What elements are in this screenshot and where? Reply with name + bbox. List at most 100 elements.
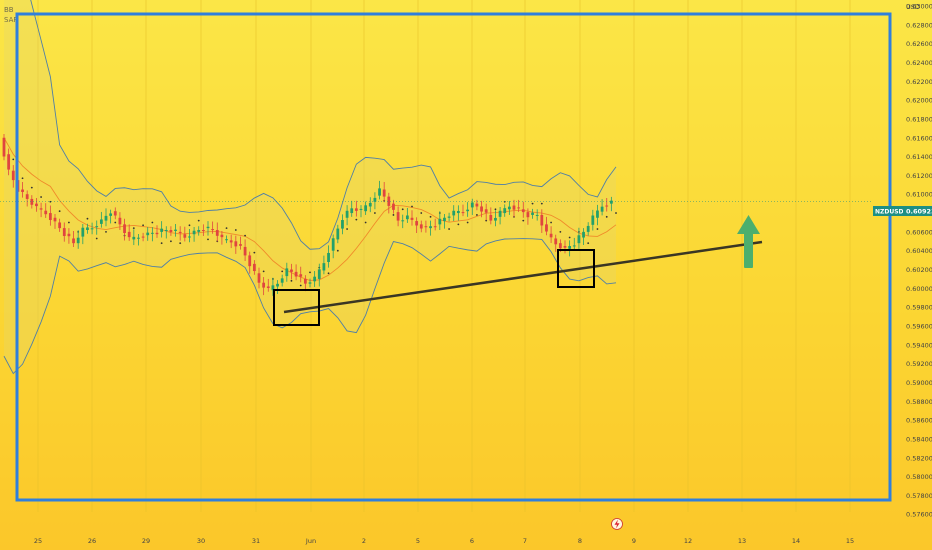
candle-body <box>104 215 108 221</box>
candle-body <box>58 222 62 229</box>
bb-upper-band <box>30 0 617 250</box>
candle-body <box>494 217 497 221</box>
y-tick-label: 0.61600 <box>906 134 932 142</box>
candle-body <box>118 217 122 225</box>
sar-dot <box>568 236 571 239</box>
bb-lower-band <box>3 238 617 375</box>
sar-dot <box>132 227 135 230</box>
y-tick-label: 0.61000 <box>906 191 932 199</box>
candle-body <box>452 210 456 216</box>
price-axis[interactable]: 0.63000 0.62800 0.62600 0.62400 0.62200 0.620… <box>906 3 932 519</box>
sar-dot <box>40 196 42 198</box>
y-tick-label: 0.61400 <box>906 153 932 161</box>
indicator-label-bb: BB <box>4 6 14 14</box>
highlight-box-2[interactable] <box>557 249 595 288</box>
candle-body <box>401 220 405 222</box>
candle-body <box>475 203 479 207</box>
candle-body <box>137 237 140 239</box>
candle-body <box>192 230 196 235</box>
highlight-box-1[interactable] <box>273 289 320 326</box>
candle-body <box>521 209 525 213</box>
x-tick-label: 2 <box>362 537 366 545</box>
candle-body <box>285 268 289 277</box>
candle-body <box>456 210 460 214</box>
candle-body <box>150 232 154 234</box>
y-tick-label: 0.62600 <box>906 40 932 48</box>
candle-body <box>512 205 516 210</box>
x-tick-label: 13 <box>738 537 746 545</box>
sar-dot <box>244 234 246 237</box>
bb-fill <box>4 0 616 374</box>
sar-dot <box>179 242 182 245</box>
candle-body <box>123 224 126 234</box>
candle-body <box>489 214 493 221</box>
currency-label: USD <box>906 3 920 11</box>
candle-body <box>540 214 544 226</box>
candle-body <box>39 208 43 210</box>
candle-body <box>517 207 521 209</box>
up-arrow-icon[interactable] <box>737 215 760 268</box>
candle-body <box>67 233 71 237</box>
sar-dot <box>86 217 89 220</box>
candle-body <box>99 219 103 224</box>
candle-body <box>308 282 312 284</box>
candle-body <box>419 224 423 229</box>
y-tick-label: 0.58600 <box>906 417 932 425</box>
candle-body <box>605 205 609 207</box>
candle-body <box>95 226 99 228</box>
candle-body <box>169 230 173 233</box>
y-tick-label: 0.57600 <box>906 511 932 519</box>
candle-body <box>609 200 613 204</box>
candle-body <box>424 226 428 228</box>
y-tick-label: 0.58400 <box>906 435 932 443</box>
candle-body <box>25 194 29 199</box>
y-tick-label: 0.58000 <box>906 473 932 481</box>
candle-body <box>201 230 205 231</box>
candle-body <box>215 230 219 236</box>
y-tick-label: 0.60200 <box>906 266 932 274</box>
frame-rectangle[interactable] <box>15 12 892 502</box>
price-badge: NZDUSD 0.60923 <box>873 206 932 216</box>
candle-body <box>21 189 24 192</box>
candle-body <box>76 237 80 244</box>
candle-body <box>62 228 66 237</box>
y-tick-label: 0.60400 <box>906 247 932 255</box>
candles <box>2 134 613 296</box>
candle-body <box>387 196 391 206</box>
sar-dot <box>207 238 209 241</box>
sar-dot <box>522 219 525 222</box>
sar-dot <box>457 223 460 226</box>
candle-body <box>113 211 117 216</box>
sar-dot <box>476 214 478 216</box>
candle-body <box>498 210 502 217</box>
candle-body <box>433 226 437 228</box>
candle-body <box>90 228 94 230</box>
time-axis[interactable]: 25 26 29 30 31 Jun 2 5 6 7 8 9 12 13 14 15 <box>34 537 854 545</box>
candle-body <box>160 228 164 232</box>
candle-body <box>415 221 419 226</box>
candle-body <box>239 244 242 246</box>
candle-body <box>461 212 465 214</box>
candle-body <box>531 212 534 215</box>
sar-dot <box>142 224 144 227</box>
sar-dot <box>281 270 284 273</box>
candle-body <box>558 243 562 249</box>
candle-body <box>234 241 238 247</box>
candle-body <box>563 246 567 248</box>
sar-dot <box>540 202 543 205</box>
sar-dot <box>95 237 98 240</box>
sar-dot <box>401 208 404 211</box>
y-tick-label: 0.57800 <box>906 492 932 500</box>
candle-body <box>549 233 553 238</box>
sar-dot <box>550 221 552 224</box>
candle-body <box>188 236 191 238</box>
candle-body <box>11 170 15 181</box>
candle-body <box>53 217 57 222</box>
sar-dot <box>364 221 367 224</box>
support-trend-line[interactable] <box>283 240 763 314</box>
candle-body <box>466 209 470 212</box>
lightning-icon[interactable] <box>611 518 623 530</box>
sar-dot <box>466 221 469 224</box>
x-tick-label: 7 <box>523 537 527 545</box>
